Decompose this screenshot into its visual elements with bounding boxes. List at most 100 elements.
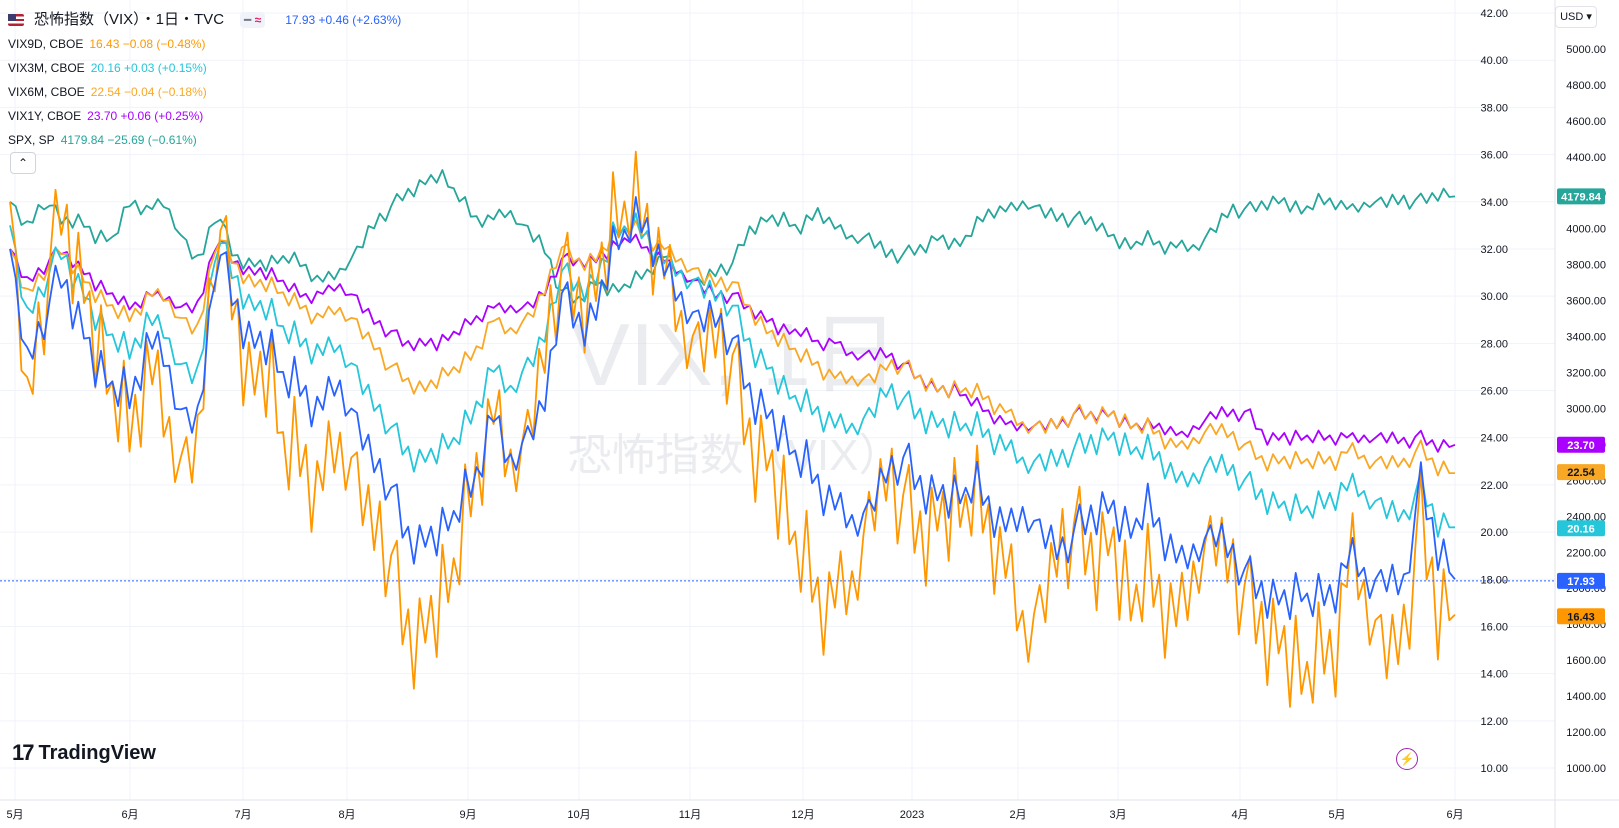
x-tick-label: 12月 [791,809,814,821]
last-value-badges: 4179.84 23.70 22.54 20.16 16.43 17.93 [1557,188,1605,625]
watermark-line-2: 恐怖指数（VIX） [568,431,903,480]
badge-bg [1557,520,1605,537]
y-tick-left: 30.00 [1480,291,1508,303]
y-tick-left: 32.00 [1480,244,1508,256]
tradingview-logo-icon: 17 [12,740,35,765]
x-tick-label: 7月 [234,809,251,821]
y-tick-right: 4400.00 [1566,152,1606,164]
series-line-vix9d [9,150,1456,708]
x-tick-label: 8月 [338,809,355,821]
badge-bg [1557,188,1605,205]
legend-row-vix3m[interactable]: VIX3M, CBOE 20.16 +0.03 (+0.15%) [8,56,407,80]
y-tick-right: 3000.00 [1566,403,1606,415]
legend-series-quote: 20.16 +0.03 (+0.15%) [90,61,207,75]
y-tick-left: 24.00 [1480,433,1508,445]
badge-text: 16.43 [1567,611,1595,623]
y-tick-right: 3600.00 [1566,296,1606,308]
last-value-badge-vix: 17.93 [1557,572,1605,589]
x-tick-label: 9月 [459,809,476,821]
legend-series-quote: 16.43 −0.08 (−0.48%) [89,37,206,51]
us-flag-icon [8,14,24,26]
series-line-vix [9,196,1456,621]
time-axis-background[interactable] [0,800,1619,828]
currency-label: USD [1560,11,1584,23]
x-tick-label: 6月 [121,809,138,821]
y-tick-left: 12.00 [1480,716,1508,728]
compare-icon: ≈ [254,13,262,27]
legend-series-quote: 4179.84 −25.69 (−0.61%) [60,133,197,147]
series-line-vix6m [9,219,1455,477]
badge-bg [1557,436,1605,453]
last-value-badge-vix9d: 16.43 [1557,608,1605,625]
legend-row-vix9d[interactable]: VIX9D, CBOE 16.43 −0.08 (−0.48%) [8,32,407,56]
y-tick-left: 28.00 [1480,338,1508,350]
legend-series-name: VIX1Y, CBOE [8,109,82,123]
x-tick-label: 2月 [1009,809,1026,821]
badge-text: 20.16 [1567,523,1595,535]
y-tick-right: 1200.00 [1566,727,1606,739]
symbol-title[interactable]: 恐怖指数（VIX）・1日・TVC [34,11,225,28]
y-tick-right: 5000.00 [1566,44,1606,56]
y-tick-left: 20.00 [1480,527,1508,539]
x-tick-label: 5月 [6,809,23,821]
lightning-icon[interactable]: ⚡ [1396,748,1418,770]
compare-toggle-button[interactable]: ━ ≈ [240,12,266,28]
y-tick-left: 22.00 [1480,480,1508,492]
legend-row-vix6m[interactable]: VIX6M, CBOE 22.54 −0.04 (−0.18%) [8,80,407,104]
y-tick-left: 26.00 [1480,386,1508,398]
x-tick-label: 11月 [679,809,701,821]
legend-series-name: VIX6M, CBOE [8,85,85,99]
legend-series-name: VIX9D, CBOE [8,37,84,51]
y-tick-right: 2200.00 [1566,547,1606,559]
last-value-badge-spx: 4179.84 [1557,188,1605,205]
x-axis-labels: 5月 6月 7月 8月 9月 10月 11月 12月 2023 2月 3月 4月 5月 6月 [6,809,1463,821]
chevron-up-icon: ⌃ [17,156,29,170]
x-tick-label: 4月 [1231,809,1248,821]
price-axis-background[interactable] [1555,0,1619,800]
x-tick-label: 6月 [1446,809,1463,821]
badge-bg [1557,464,1605,481]
legend-row-spx[interactable]: SPX, SP 4179.84 −25.69 (−0.61%) [8,128,407,152]
last-value-badge-vix6m: 22.54 [1557,464,1605,481]
series-line-spx [9,169,1456,304]
badge-text: 22.54 [1567,467,1595,479]
legend-main-row: 恐怖指数（VIX）・1日・TVC ━ ≈ 17.93 +0.46 (+2.63%… [8,8,407,32]
x-tick-label: 3月 [1109,809,1126,821]
y-tick-left: 16.00 [1480,621,1508,633]
series-line-vix3m [9,212,1456,538]
tradingview-logo[interactable]: 17 TradingView [12,740,156,766]
main-quote: 17.93 +0.46 (+2.63%) [285,13,402,27]
legend-collapse-button[interactable]: ⌃ [10,152,36,174]
badge-text: 23.70 [1567,440,1595,452]
y-tick-left: 36.00 [1480,150,1508,162]
y-tick-left: 18.00 [1480,574,1508,586]
x-tick-label: 5月 [1328,809,1345,821]
y-tick-right: 4800.00 [1566,80,1606,92]
tradingview-logo-text: TradingView [38,741,156,764]
y-tick-left: 40.00 [1480,55,1508,67]
legend-row-vix1y[interactable]: VIX1Y, CBOE 23.70 +0.06 (+0.25%) [8,104,407,128]
y-tick-right: 3800.00 [1566,260,1606,272]
y-tick-left: 14.00 [1480,669,1508,681]
last-value-badge-vix1y: 23.70 [1557,436,1605,453]
legend-series-quote: 22.54 −0.04 (−0.18%) [90,85,207,99]
legend-series-quote: 23.70 +0.06 (+0.25%) [87,109,204,123]
badge-bg [1557,572,1605,589]
legend-series-name: VIX3M, CBOE [8,61,85,75]
legend: 恐怖指数（VIX）・1日・TVC ━ ≈ 17.93 +0.46 (+2.63%… [8,8,407,152]
y-axis-left-labels: 42.00 40.00 38.00 36.00 34.00 32.00 30.00 28.00… [1480,8,1508,775]
y-tick-right: 1600.00 [1566,655,1606,667]
y-tick-left: 34.00 [1480,197,1508,209]
legend-series-name: SPX, SP [8,133,55,147]
y-tick-left: 10.00 [1480,763,1508,775]
currency-selector[interactable]: USD ▾ [1555,6,1597,28]
badge-text: 4179.84 [1561,191,1602,203]
y-tick-right: 1400.00 [1566,691,1606,703]
y-axis-right-labels: 5000.004800.004600.004400.004200.004000.… [1566,44,1606,775]
series-line-vix1y [9,233,1456,453]
watermark-line-1: VIX, 1日 [571,305,899,404]
y-tick-left: 42.00 [1480,8,1508,20]
y-tick-right: 3400.00 [1566,332,1606,344]
